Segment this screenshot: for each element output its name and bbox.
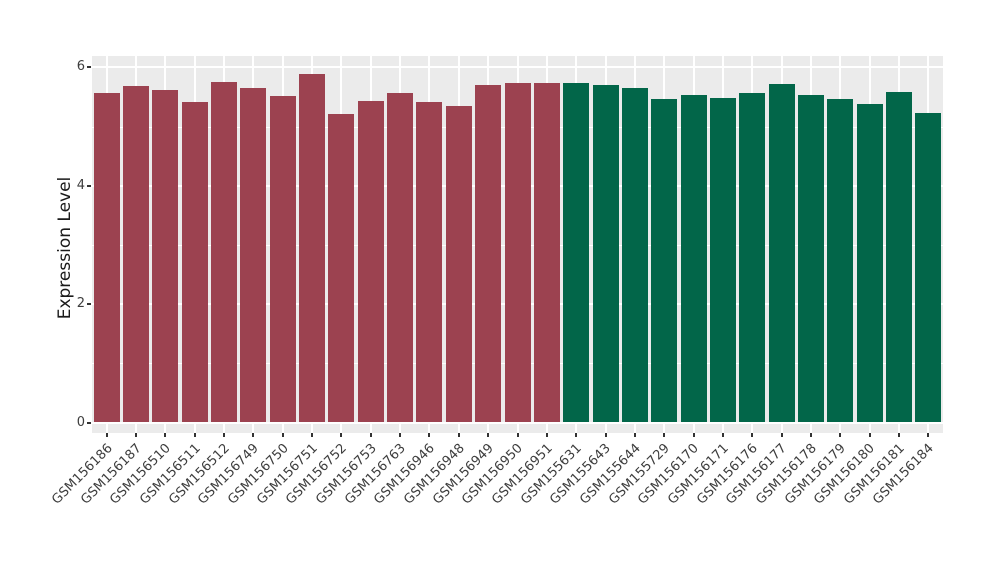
- y-tick-mark: [87, 184, 91, 187]
- bar: [827, 99, 854, 423]
- bar: [387, 92, 414, 423]
- bar: [680, 94, 707, 423]
- y-tick-label: 4: [76, 177, 85, 193]
- bar: [709, 97, 736, 423]
- x-tick-mark: [369, 433, 372, 437]
- bar: [651, 98, 678, 423]
- bar: [885, 91, 912, 423]
- x-tick-mark: [135, 433, 138, 437]
- x-tick-mark: [105, 433, 108, 437]
- x-tick-mark: [897, 433, 900, 437]
- x-tick-mark: [252, 433, 255, 437]
- x-tick-mark: [516, 433, 519, 437]
- bar: [211, 82, 238, 423]
- bar: [181, 101, 208, 423]
- bar: [915, 113, 942, 423]
- y-tick-mark: [87, 66, 91, 69]
- bar: [533, 82, 560, 423]
- x-tick-mark: [311, 433, 314, 437]
- x-tick-mark: [340, 433, 343, 437]
- bar: [93, 92, 120, 423]
- x-tick-mark: [604, 433, 607, 437]
- bar: [768, 84, 795, 423]
- x-tick-mark: [575, 433, 578, 437]
- x-tick-mark: [868, 433, 871, 437]
- bar: [357, 100, 384, 423]
- y-tick-mark: [87, 421, 91, 424]
- bar: [445, 105, 472, 423]
- bar: [240, 88, 267, 423]
- plot-panel: [92, 56, 943, 433]
- x-tick-mark: [663, 433, 666, 437]
- bar: [592, 84, 619, 423]
- x-tick-mark: [839, 433, 842, 437]
- bar: [328, 114, 355, 423]
- bar: [123, 85, 150, 423]
- bar: [621, 88, 648, 423]
- bar: [416, 101, 443, 423]
- bar: [504, 82, 531, 423]
- x-tick-mark: [193, 433, 196, 437]
- x-tick-mark: [281, 433, 284, 437]
- x-tick-mark: [428, 433, 431, 437]
- bar: [797, 95, 824, 423]
- bar: [475, 84, 502, 423]
- x-tick-mark: [545, 433, 548, 437]
- x-tick-mark: [223, 433, 226, 437]
- x-tick-mark: [457, 433, 460, 437]
- x-tick-mark: [780, 433, 783, 437]
- bar: [563, 83, 590, 423]
- x-tick-mark: [721, 433, 724, 437]
- x-tick-mark: [487, 433, 490, 437]
- x-tick-mark: [927, 433, 930, 437]
- bar: [856, 104, 883, 423]
- y-tick-label: 6: [76, 59, 85, 75]
- x-tick-mark: [633, 433, 636, 437]
- x-tick-mark: [399, 433, 402, 437]
- x-tick-mark: [164, 433, 167, 437]
- x-tick-mark: [809, 433, 812, 437]
- x-tick-mark: [751, 433, 754, 437]
- y-tick-label: 0: [76, 414, 85, 430]
- y-tick-mark: [87, 303, 91, 306]
- bar: [299, 73, 326, 423]
- x-tick-mark: [692, 433, 695, 437]
- bar: [739, 92, 766, 423]
- bar: [269, 96, 296, 423]
- y-tick-label: 2: [76, 296, 85, 312]
- bar: [152, 89, 179, 423]
